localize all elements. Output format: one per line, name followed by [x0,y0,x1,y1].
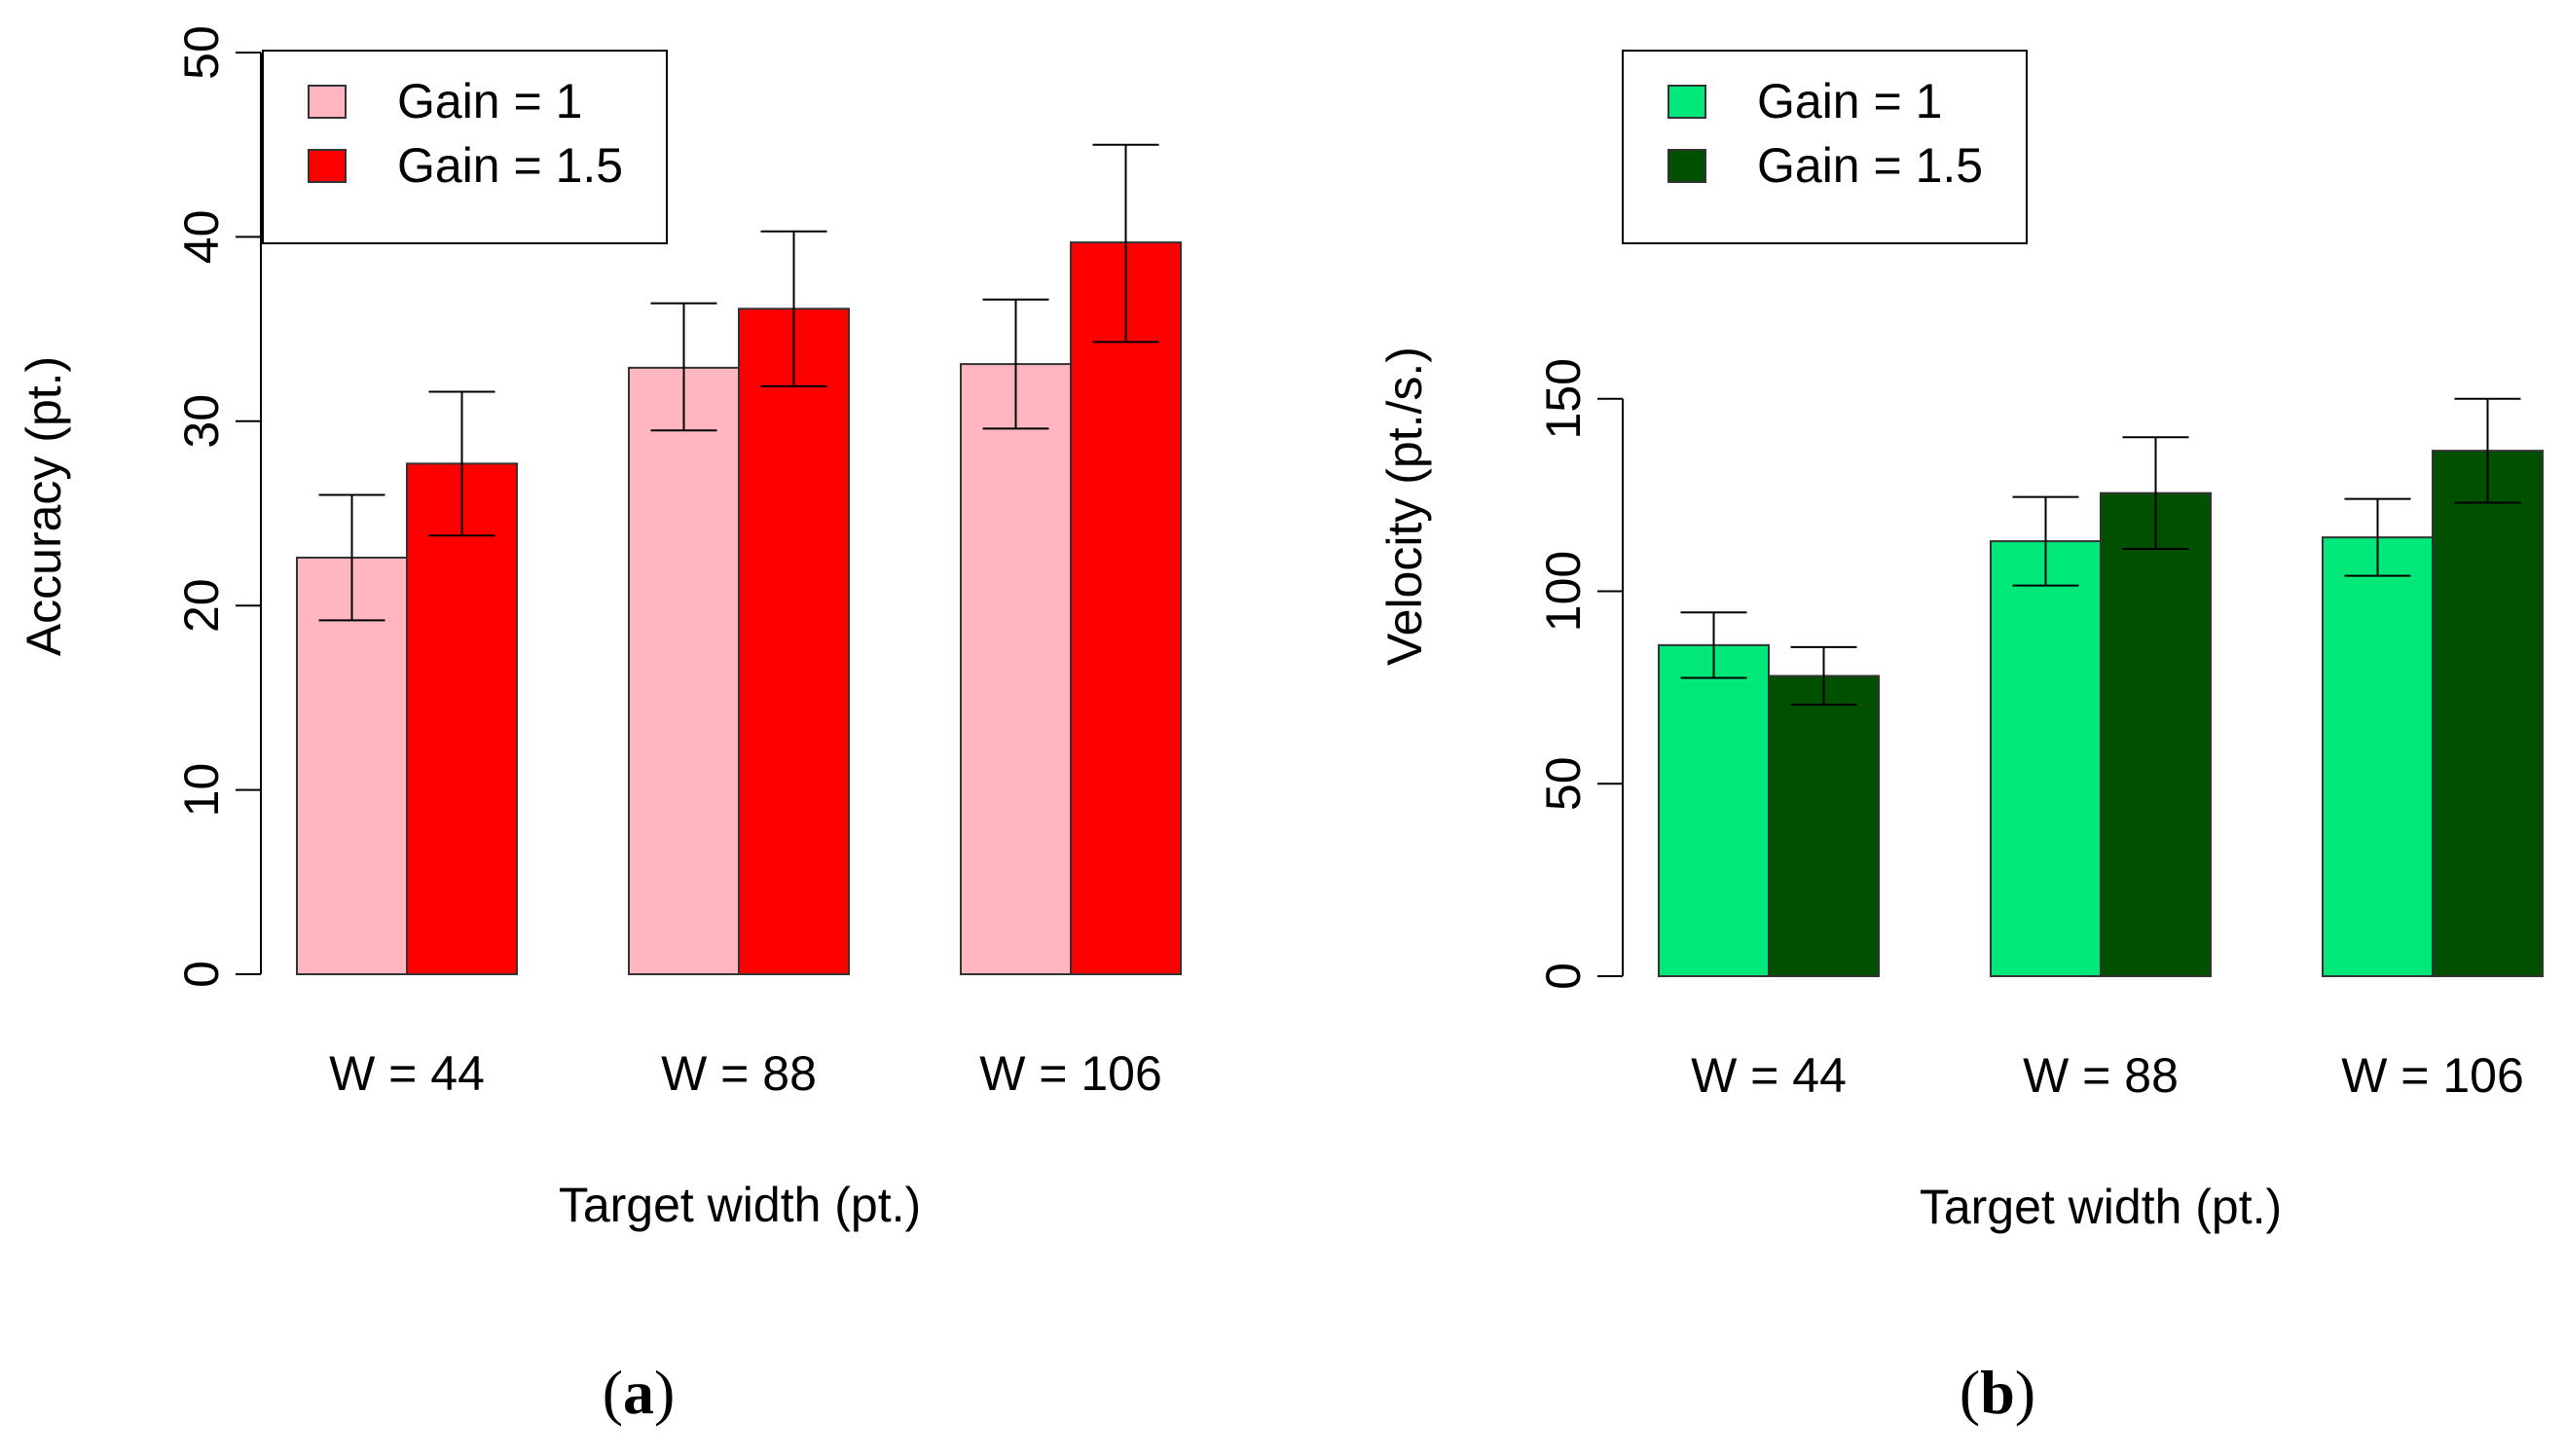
y-tick-label: 0 [1536,963,1591,990]
panel-label: (b) [1960,1358,2035,1427]
error-bar [1092,143,1159,344]
legend-label: Gain = 1 [1757,74,1942,128]
panel-label-letter: b [1980,1358,2015,1427]
bar [1658,643,1770,977]
error-bar [1680,611,1747,679]
x-category-label: W = 106 [979,1046,1162,1101]
panel-label-open: ( [603,1358,623,1427]
bar [2100,491,2212,977]
error-bar [2012,495,2079,587]
chart-panel-a: 0 10 20 30 40 50 W = 44 W = 88 W = 106 Target wid… [17,25,1182,1427]
x-category-label: W = 88 [661,1046,817,1101]
legend: Gain = 1 Gain = 1.5 [262,50,668,244]
error-bar [2344,497,2411,577]
x-axis-title: Target width (pt.) [1920,1180,2282,1234]
legend-box [262,50,668,244]
y-axis-title: Velocity (pt./s.) [1377,346,1432,666]
bar [960,363,1072,975]
bar [406,462,518,975]
y-tick-label: 40 [174,210,229,265]
x-category-label: W = 44 [329,1046,485,1101]
error-bar [982,298,1049,430]
bar [1990,540,2102,978]
legend-swatch [1667,85,1706,119]
error-bar [2454,397,2521,504]
legend-label: Gain = 1.5 [397,138,623,193]
y-tick-label: 50 [174,25,229,80]
legend-swatch [308,149,347,183]
legend-swatch [1667,149,1706,183]
legend-label: Gain = 1 [397,74,582,128]
legend-label: Gain = 1.5 [1757,138,1983,193]
error-bar [760,230,827,387]
legend-swatch [308,85,347,119]
y-tick-label: 100 [1536,551,1591,632]
bar [738,308,850,975]
bar [2432,450,2544,977]
panel-label-close: ) [654,1358,675,1427]
legend-box [1622,50,2028,244]
bar [628,366,740,975]
x-category-label: W = 44 [1691,1048,1847,1103]
error-bar [428,390,495,537]
panel-label-close: ) [2015,1358,2035,1427]
x-axis-title: Target width (pt.) [559,1178,921,1232]
y-tick-label: 50 [1536,756,1591,811]
x-category-label: W = 106 [2341,1048,2524,1103]
bar [2322,536,2434,977]
y-tick-label: 20 [174,578,229,633]
x-category-label: W = 88 [2023,1048,2179,1103]
error-bar [650,302,717,432]
bar [296,556,408,975]
y-tick-label: 150 [1536,358,1591,439]
bar [1768,674,1880,977]
y-tick-label: 0 [174,961,229,988]
error-bar [2122,436,2189,550]
error-bar [318,493,385,622]
error-bar [1790,645,1857,707]
y-tick-label: 10 [174,763,229,818]
panel-label-open: ( [1960,1358,1980,1427]
chart-panel-b: 0 50 100 150 W = 44 W = 88 W = 106 Target width… [1377,50,2544,1427]
y-tick-label: 30 [174,394,229,449]
panel-label: (a) [603,1358,676,1427]
y-axis-title: Accuracy (pt.) [17,356,71,656]
bar [1070,241,1182,976]
legend: Gain = 1 Gain = 1.5 [1622,50,2028,244]
panel-label-letter: a [623,1358,654,1427]
